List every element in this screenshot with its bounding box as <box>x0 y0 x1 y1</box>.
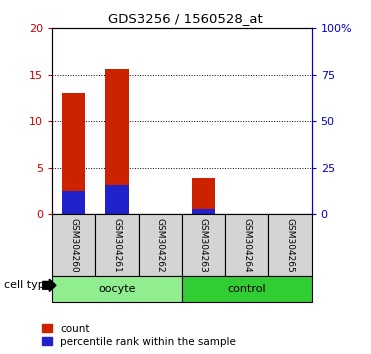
Text: GDS3256 / 1560528_at: GDS3256 / 1560528_at <box>108 12 263 25</box>
Legend: count, percentile rank within the sample: count, percentile rank within the sample <box>42 324 236 347</box>
Bar <box>268 214 312 276</box>
Text: GSM304260: GSM304260 <box>69 218 78 273</box>
Bar <box>52 276 182 302</box>
Bar <box>191 209 215 214</box>
Bar <box>105 69 129 214</box>
Bar <box>62 93 85 214</box>
Text: oocyte: oocyte <box>98 284 136 294</box>
Bar <box>95 214 138 276</box>
Bar <box>52 214 95 276</box>
Text: GSM304264: GSM304264 <box>242 218 251 273</box>
Bar <box>62 191 85 214</box>
Text: GSM304262: GSM304262 <box>156 218 165 273</box>
Bar <box>105 185 129 214</box>
Text: GSM304263: GSM304263 <box>199 218 208 273</box>
Bar <box>182 214 225 276</box>
Text: GSM304261: GSM304261 <box>112 218 121 273</box>
Bar <box>225 214 268 276</box>
Text: control: control <box>227 284 266 294</box>
Text: cell type: cell type <box>4 280 51 290</box>
Bar <box>182 276 312 302</box>
Text: GSM304265: GSM304265 <box>286 218 295 273</box>
Bar <box>138 214 182 276</box>
Bar <box>191 178 215 214</box>
